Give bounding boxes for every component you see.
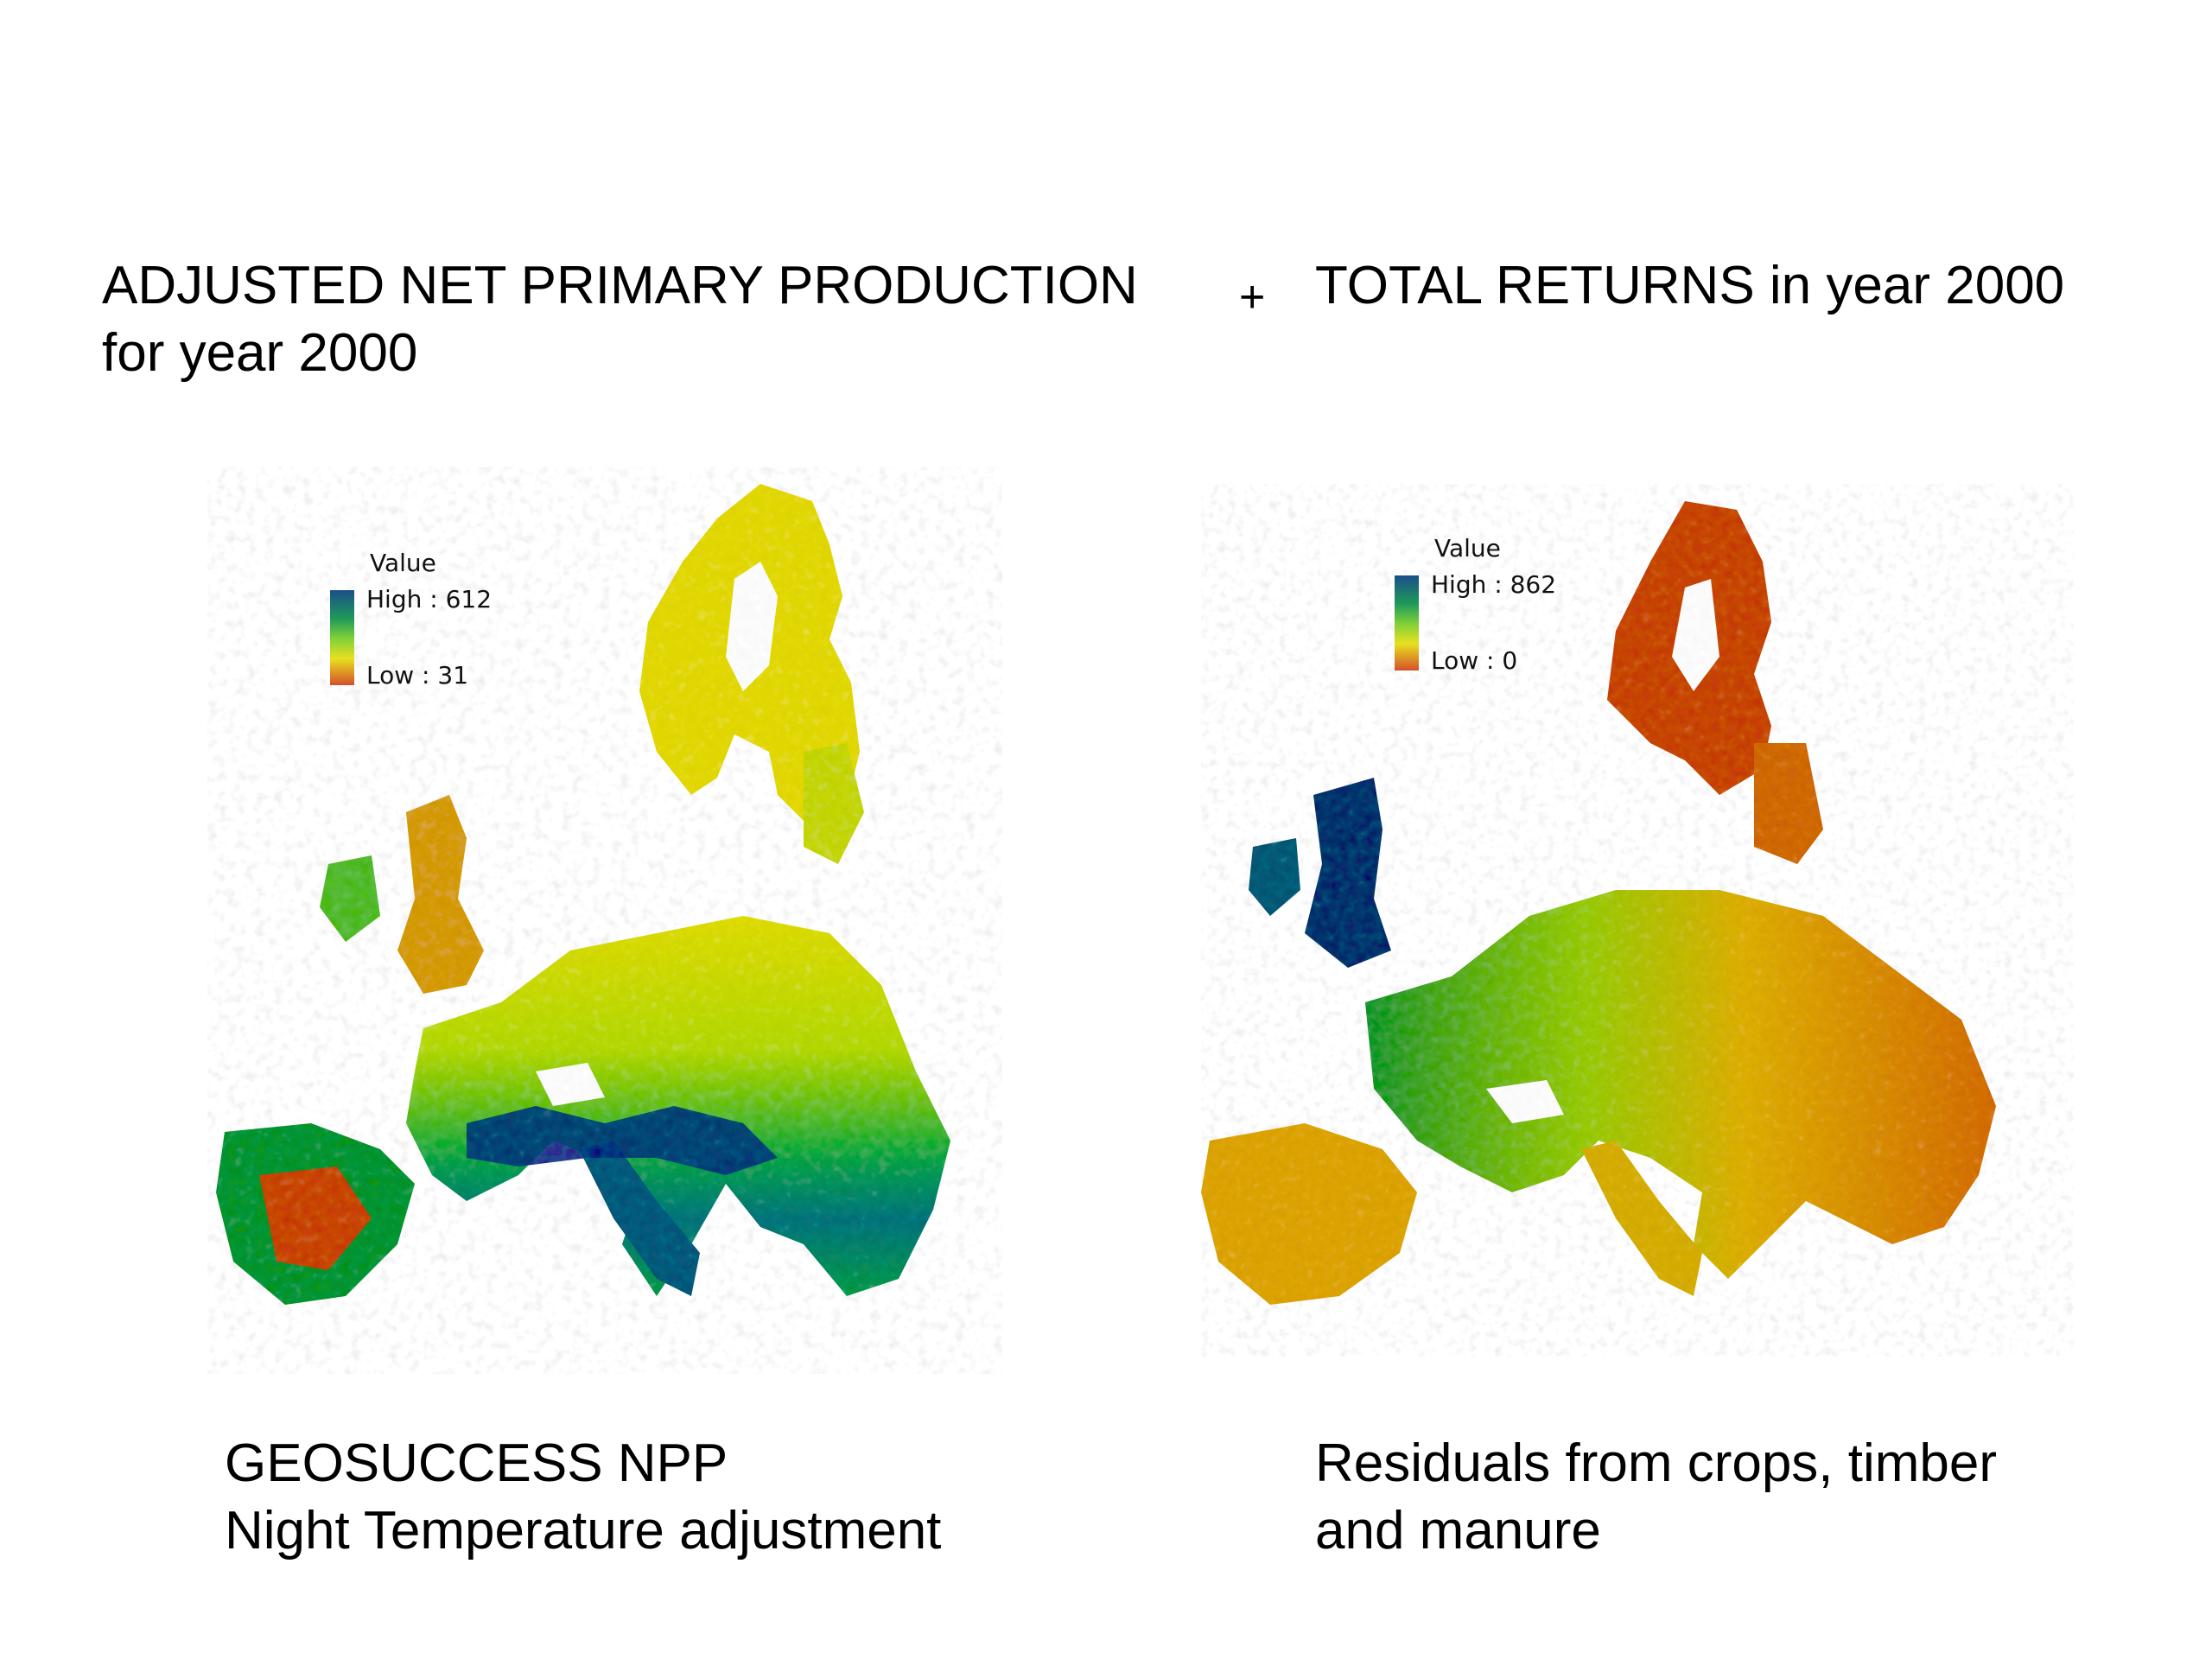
map-title-total-returns: TOTAL RETURNS in year 2000 — [1315, 256, 2065, 315]
legend-high-label: High : 862 — [1431, 570, 1557, 599]
legend-low-label: Low : 31 — [366, 661, 469, 690]
total-returns-map — [1201, 501, 1996, 1305]
npp-map — [216, 484, 950, 1305]
legend-title: Value — [1434, 534, 1501, 563]
total-returns-landmass — [1201, 501, 1996, 1305]
total-returns-caption: Residuals from crops, timber and manure — [1315, 1433, 1998, 1560]
plus-sign: + — [1239, 272, 1266, 322]
npp-legend: Value High : 612 Low : 31 — [328, 549, 588, 704]
total-returns-legend: Value High : 862 Low : 0 — [1393, 534, 1652, 690]
legend-title: Value — [370, 549, 436, 577]
map-title-npp: ADJUSTED NET PRIMARY PRODUCTION for year… — [102, 256, 1138, 383]
npp-caption: GEOSUCCESS NPP Night Temperature adjustm… — [225, 1433, 942, 1560]
npp-landmass — [216, 484, 950, 1305]
legend-color-ramp — [1395, 575, 1419, 671]
legend-color-ramp — [330, 590, 354, 685]
legend-low-label: Low : 0 — [1431, 646, 1518, 675]
legend-high-label: High : 612 — [366, 585, 493, 613]
